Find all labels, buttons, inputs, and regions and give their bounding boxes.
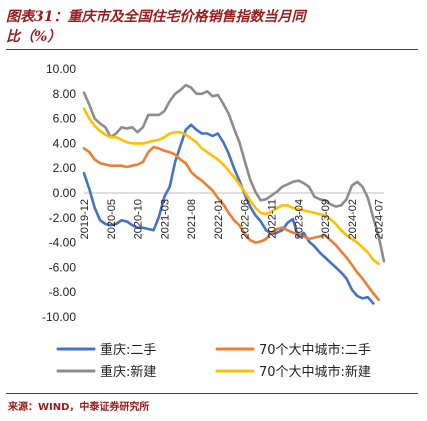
line-chart: 10.00 8.00 6.00 4.00 2.00 0.00 -2.00 -4.00 -6.00… [42,62,386,380]
y-tick-label: -8.00 [49,285,77,299]
y-tick-label: 4.00 [53,136,77,150]
legend-label: 重庆:新建 [100,364,156,380]
x-tick-label: 2021-08 [186,199,198,239]
y-tick-label: 8.00 [53,87,77,101]
legend-label: 70个大中城市:新建 [259,364,371,380]
y-tick-label: 6.00 [53,112,77,126]
series-line [82,83,386,263]
y-tick-label: -6.00 [49,260,77,274]
x-tick-label: 2020-05 [106,199,118,239]
x-tick-label: 2023-09 [320,199,332,239]
y-tick-label: 0.00 [53,186,77,200]
x-tick-label: 2024-07 [374,199,386,239]
x-tick-label: 2022-06 [240,199,252,239]
chart-title: 图表31：重庆市及全国住宅价格销售指数当月同 [6,9,306,25]
x-tick-label: 2020-10 [133,199,145,239]
source-divider [6,393,418,394]
source-note: 来源：WIND，中泰证券研究所 [8,402,150,413]
y-tick-label: -4.00 [49,236,77,250]
title-divider [6,49,418,50]
series-line [82,107,380,265]
x-tick-label: 2024-02 [347,199,359,239]
y-tick-label: 2.00 [53,161,77,175]
x-tick-label: 2022-01 [213,199,225,239]
y-tick-label: -10.00 [42,310,76,324]
legend-label: 重庆:二手 [100,342,156,358]
legend-label: 70个大中城市:二手 [259,342,371,358]
series-line [82,123,375,305]
x-tick-label: 2023-04 [293,199,305,239]
chart-title-line2: 比（%） [6,29,62,45]
y-tick-label: -2.00 [49,211,77,225]
x-tick-label: 2021-03 [159,199,171,239]
x-tick-label: 2022-11 [267,199,279,239]
y-tick-label: 10.00 [46,62,76,76]
x-tick-label: 2019-12 [79,199,91,239]
series-line [82,145,380,301]
